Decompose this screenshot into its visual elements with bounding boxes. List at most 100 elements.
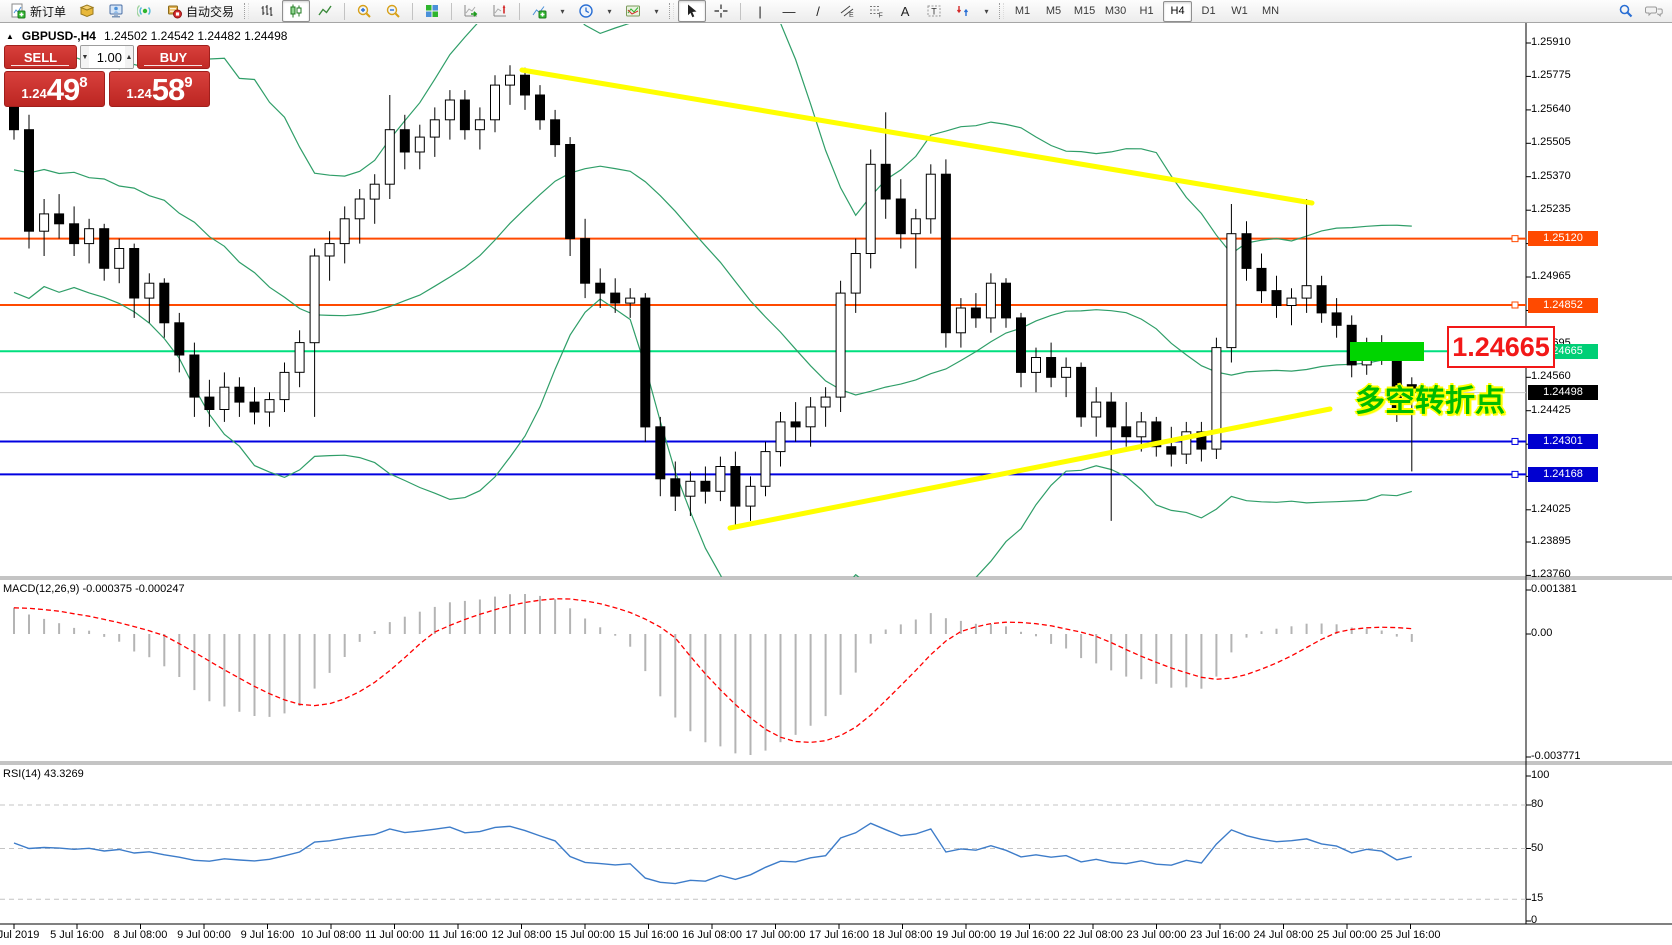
volume-increase-button[interactable]: ▲ [125,46,133,68]
toolbar: 新订单 自动交易 ▾ ▾ [0,0,1672,23]
chat-icon [1645,6,1663,17]
toolbar-separator [740,2,742,20]
toolbar-separator [412,2,414,20]
highlight-rectangle[interactable] [1350,342,1424,361]
timeframe-button-M1[interactable]: M1 [1014,5,1031,17]
periods-button[interactable] [572,0,600,22]
new-order-icon [11,3,26,19]
signal-icon [137,4,151,18]
chat-button[interactable] [1640,0,1668,22]
one-click-collapse-arrow[interactable]: ▲ [6,31,14,41]
yellow-trendlines[interactable] [519,67,1333,531]
community-button[interactable] [102,0,130,22]
indicators-icon [532,6,547,19]
text-label-tool-button[interactable]: T [920,0,948,22]
timeframe-button-H1[interactable]: H1 [1139,5,1154,17]
auto-scroll-icon [464,5,478,17]
sell-price-pip: 8 [79,74,88,91]
autotrading-button[interactable]: 自动交易 [160,0,240,22]
timeframe-toolbar: M1 M5 M15 M30 H1 H4 D1 W1 MN [1008,0,1285,22]
tile-windows-button[interactable] [418,0,446,22]
candlestick-icon [290,4,302,18]
arrows-tool-button[interactable] [949,0,977,22]
svg-text:F: F [879,13,883,20]
volume-input[interactable] [89,46,125,68]
ohlc-bars-icon [261,5,273,16]
fibonacci-tool-button[interactable]: F [862,0,890,22]
line-chart-button[interactable] [311,0,339,22]
price-annotation-box[interactable]: 1.24665 [1447,326,1555,368]
timeframe-button-D1[interactable]: D1 [1201,5,1216,17]
equidistant-channel-tool-button[interactable]: E [833,0,861,22]
horizontal-line-tool-button[interactable]: — [782,3,796,19]
chart-symbol-title: GBPUSD-,H4 [21,29,96,43]
channel-icon: E [840,5,854,19]
zoom-in-button[interactable] [350,0,378,22]
autotrading-icon [168,5,183,19]
sell-button[interactable]: SELL [4,45,77,69]
template-icon [626,5,641,17]
templates-dropdown[interactable]: ▾ [654,6,659,16]
crosshair-marker [1414,384,1428,398]
cursor-icon [688,4,697,18]
timeframe-button-H4[interactable]: H4 [1163,0,1193,22]
search-button[interactable] [1612,0,1640,22]
candlestick-chart-button[interactable] [282,0,311,22]
crosshair-icon [714,4,728,18]
timeframe-button-M30[interactable]: M30 [1104,5,1127,17]
terminal-user-icon [109,4,123,18]
toolbar-grip [999,3,1005,19]
fibonacci-icon: F [870,6,883,20]
indicators-button[interactable] [525,0,553,22]
pane-separators[interactable] [0,576,1672,765]
text-label-icon: T [927,5,941,17]
book-icon [79,4,95,18]
timeframe-button-M5[interactable]: M5 [1045,5,1062,17]
cursor-tool-button[interactable] [678,0,707,22]
macd-indicator-label: MACD(12,26,9) -0.000375 -0.000247 [3,583,185,595]
periods-dropdown[interactable]: ▾ [607,6,612,16]
buy-price-big: 58 [151,72,185,107]
rsi-line [13,822,1412,885]
macd-histogram [13,594,1413,755]
chart-shift-icon [493,5,507,17]
timeframe-button-M15[interactable]: M15 [1073,5,1096,17]
sell-price-display[interactable]: 1.24 49 8 [4,71,105,107]
zoom-out-icon [386,4,400,18]
history-center-button[interactable] [73,0,101,22]
arrows-dropdown[interactable]: ▾ [984,6,989,16]
toolbar-separator [451,2,453,20]
pivot-annotation-text[interactable]: 多空转折点 [1355,385,1505,418]
volume-decrease-button[interactable]: ▼ [81,46,89,68]
chart-ohlc-values: 1.24502 1.24542 1.24482 1.24498 [103,29,288,43]
arrows-icon [956,6,969,16]
templates-button[interactable] [619,0,647,22]
bar-chart-button[interactable] [253,0,281,22]
text-tool-button[interactable]: A [900,3,910,19]
chart-header: ▲ GBPUSD-,H4 1.24502 1.24542 1.24482 1.2… [6,29,287,43]
sell-price-big: 49 [46,72,80,107]
buy-price-display[interactable]: 1.24 58 9 [109,71,210,107]
timeframe-button-W1[interactable]: W1 [1231,5,1248,17]
signals-button[interactable] [131,0,159,22]
crosshair-tool-button[interactable] [707,0,735,22]
new-order-button[interactable]: 新订单 [4,0,72,22]
zoom-out-button[interactable] [379,0,407,22]
trendline-tool-button[interactable]: / [816,3,820,19]
line-chart-icon [318,5,332,16]
toolbar-separator [519,2,521,20]
auto-scroll-button[interactable] [457,0,485,22]
timeframe-button-MN[interactable]: MN [1261,5,1280,17]
chart-shift-button[interactable] [486,0,514,22]
toolbar-grip [669,3,675,19]
clock-icon [579,4,593,18]
bollinger-bands[interactable] [13,0,1412,641]
rsi-indicator-label: RSI(14) 43.3269 [3,768,84,780]
indicators-dropdown[interactable]: ▾ [560,6,565,16]
toolbar-grip [244,3,250,19]
new-order-label: 新订单 [30,4,67,19]
vertical-line-tool-button[interactable]: | [758,3,762,19]
buy-button[interactable]: BUY [137,45,210,69]
